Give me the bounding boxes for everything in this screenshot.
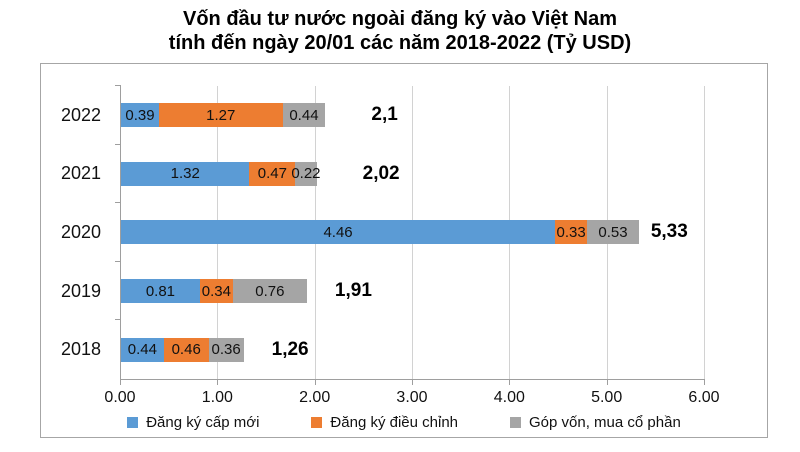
segment-label: 0.76	[255, 282, 285, 300]
segment-label: 1.27	[206, 106, 236, 124]
category-label: 2019	[60, 280, 101, 301]
axis-tick	[115, 85, 121, 86]
axis-tick	[115, 143, 121, 145]
value-axis-label: 4.00	[493, 389, 525, 406]
bar-segment: 1.32	[121, 161, 250, 186]
bar-segment: 0.76	[232, 279, 307, 304]
bar-segment: 0.34	[199, 279, 233, 304]
legend-item: Đăng ký cấp mới	[127, 414, 259, 431]
bar-segment: 0.53	[587, 220, 639, 245]
axis-tick	[120, 379, 121, 385]
legend: Đăng ký cấp mới Đăng ký điều chỉnh Góp vốn…	[41, 413, 767, 431]
total-label: 5,33	[650, 221, 688, 243]
bar-segment: 0.44	[282, 103, 326, 128]
value-axis-label: 2.00	[299, 389, 331, 406]
category-label: 2021	[60, 163, 101, 184]
axis-tick	[115, 319, 121, 321]
category-band: 0.81 0.34 0.76 1,91	[121, 262, 705, 321]
plot-area: 0.39 1.27 0.44 2,1 1.32 0.47 0.22 2,02 4.46 0.33 0…	[115, 85, 705, 385]
total-label: 1,26	[271, 338, 309, 360]
axis-tick	[412, 379, 413, 385]
category-band: 0.44 0.46 0.36 1,26	[121, 320, 705, 379]
segment-label: 0.53	[598, 223, 628, 241]
segment-label: 0.34	[201, 282, 231, 300]
bar-segment: 0.22	[291, 161, 321, 186]
value-axis-label: 0.00	[104, 389, 136, 406]
segment-label: 0.36	[211, 341, 241, 359]
category-band: 4.46 0.33 0.53 5,33	[121, 203, 705, 262]
bar-segment: 4.46	[121, 220, 556, 245]
legend-item: Đăng ký điều chỉnh	[311, 414, 458, 431]
segment-label: 0.33	[556, 223, 586, 241]
stacked-bar: 0.44 0.46 0.36	[121, 337, 244, 362]
value-axis-label: 5.00	[591, 389, 623, 406]
segment-label: 0.39	[125, 106, 155, 124]
value-axis-label: 1.00	[201, 389, 233, 406]
legend-label: Góp vốn, mua cổ phần	[529, 413, 681, 431]
axis-tick	[217, 379, 219, 385]
axis-tick	[704, 379, 705, 385]
segment-label: 0.46	[171, 341, 201, 359]
legend-swatch-icon	[127, 416, 139, 428]
value-axis-label: 6.00	[688, 389, 720, 406]
axis-tick	[509, 379, 511, 385]
axis-tick	[115, 202, 121, 204]
category-label: 2020	[60, 221, 101, 242]
category-label: 2022	[60, 104, 101, 125]
category-band: 0.39 1.27 0.44 2,1	[121, 86, 705, 145]
stacked-bar: 1.32 0.47 0.22	[121, 161, 321, 186]
bar-segment: 0.44	[121, 337, 164, 362]
axis-tick	[115, 260, 121, 262]
value-axis-labels: 0.00 1.00 2.00 3.00 4.00 5.00 6.00	[104, 389, 719, 407]
value-axis-label: 3.00	[396, 389, 428, 406]
bar-segment: 0.81	[121, 279, 200, 304]
chart-frame: 0.39 1.27 0.44 2,1 1.32 0.47 0.22 2,02 4.46 0.33 0…	[40, 63, 768, 438]
legend-swatch-icon	[311, 416, 323, 428]
axis-tick	[314, 379, 316, 385]
category-band: 1.32 0.47 0.22 2,02	[121, 145, 705, 204]
chart-title: Vốn đầu tư nước ngoài đăng ký vào Việt N…	[0, 7, 800, 55]
bar-segment: 0.47	[249, 161, 296, 186]
segment-label: 0.81	[145, 282, 176, 300]
segment-label: 0.22	[291, 165, 321, 183]
bar-segment: 0.46	[163, 337, 209, 362]
total-label: 1,91	[334, 280, 372, 302]
legend-swatch-icon	[510, 416, 522, 428]
stacked-bar: 0.81 0.34 0.76	[121, 279, 307, 304]
stacked-bar: 4.46 0.33 0.53	[121, 220, 639, 245]
segment-label: 0.47	[257, 165, 287, 183]
segment-label: 4.46	[323, 223, 353, 241]
legend-label: Đăng ký cấp mới	[146, 413, 260, 431]
segment-label: 0.44	[289, 106, 319, 124]
category-label: 2018	[60, 339, 101, 360]
total-label: 2,02	[362, 162, 400, 184]
segment-label: 0.44	[127, 341, 157, 359]
legend-item: Góp vốn, mua cổ phần	[510, 414, 681, 431]
gridline	[704, 86, 705, 379]
bar-segment: 0.36	[208, 337, 244, 362]
category-axis-labels: 2022 2021 2020 2019 2018	[41, 86, 110, 379]
stacked-bar: 0.39 1.27 0.44	[121, 103, 326, 128]
total-label: 2,1	[371, 104, 398, 126]
segment-label: 1.32	[170, 165, 200, 183]
legend-label: Đăng ký điều chỉnh	[330, 413, 459, 431]
chart-title-line1: Vốn đầu tư nước ngoài đăng ký vào Việt N…	[182, 8, 617, 30]
bar-segment: 0.33	[555, 220, 588, 245]
bar-segment: 1.27	[158, 103, 283, 128]
chart-title-line2: tính đến ngày 20/01 các năm 2018-2022 (T…	[168, 32, 632, 54]
bar-segment: 0.39	[121, 103, 159, 128]
axis-tick	[606, 379, 608, 385]
